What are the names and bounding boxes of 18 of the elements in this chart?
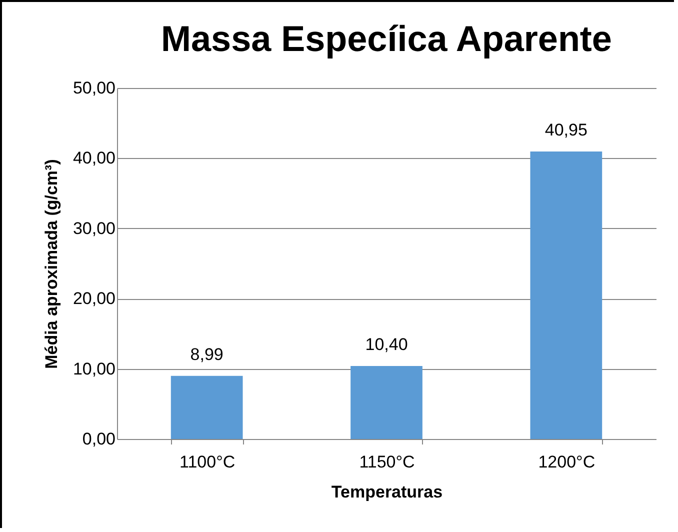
bar [170,376,243,439]
bar [350,366,422,439]
chart-title: Massa Especíica Aparente [161,18,612,59]
bar [530,152,602,439]
data-label: 10,40 [365,334,408,354]
y-tick-label: 0,00 [82,430,116,448]
data-label: 40,95 [544,120,588,140]
x-tick-label: 1150°C [359,452,415,472]
y-tick-label: 50,00 [72,78,116,98]
y-tick-label: 10,00 [72,359,116,378]
x-axis-title: Temperaturas [331,482,443,502]
x-tick-label: 1200°C [538,452,596,472]
x-tick-label: 1100°C [180,452,236,472]
y-tick-label: 40,00 [72,148,116,168]
data-label: 8,99 [190,344,224,364]
y-axis-title: Média aproximada (g/cm³) [42,159,61,369]
y-tick-label: 20,00 [72,289,116,308]
y-tick-label: 30,00 [72,218,116,238]
